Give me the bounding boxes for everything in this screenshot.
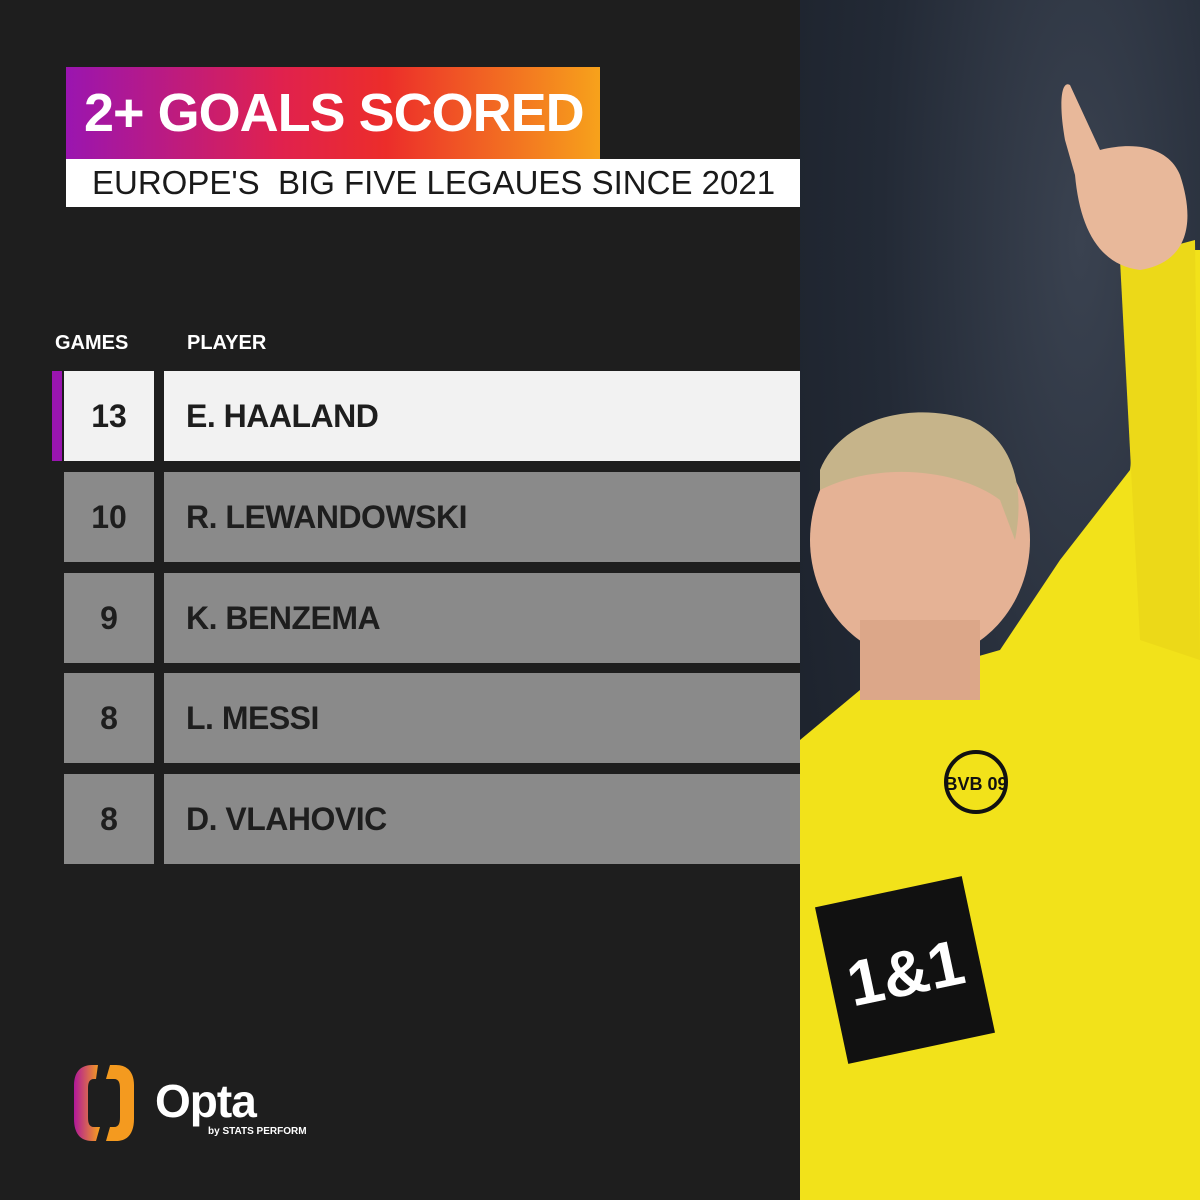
column-header-player: PLAYER [187, 332, 267, 354]
opta-logo-icon [74, 1065, 134, 1141]
table-row: 13 E. HAALAND [52, 371, 800, 461]
crest-text: BVB 09 [944, 774, 1007, 794]
brand-name: Opta [155, 1075, 257, 1127]
highlight-accent [52, 371, 62, 461]
sponsor-badge: 1&1 [815, 876, 995, 1064]
player-cell: D. VLAHOVIC [164, 774, 800, 864]
table-row: 8 D. VLAHOVIC [64, 774, 800, 864]
games-cell: 9 [64, 573, 154, 663]
table-row: 9 K. BENZEMA [64, 573, 800, 663]
table-row: 10 R. LEWANDOWSKI [64, 472, 800, 562]
player-cell: K. BENZEMA [164, 573, 800, 663]
player-illustration: 1&1 BVB 09 [800, 84, 1200, 1200]
games-cell: 8 [64, 774, 154, 864]
title-banner: 2+ GOALS SCORED [66, 67, 600, 159]
games-cell: 10 [64, 472, 154, 562]
bvb-crest-icon [944, 750, 1008, 814]
games-cell: 8 [64, 673, 154, 763]
player-cell: L. MESSI [164, 673, 800, 763]
subtitle-banner: EUROPE'S BIG FIVE LEGAUES SINCE 2021 [66, 159, 815, 207]
games-cell: 13 [64, 371, 154, 461]
column-header-games: GAMES [55, 332, 129, 354]
player-cell: E. HAALAND [164, 371, 800, 461]
infographic-panel: 2+ GOALS SCORED EUROPE'S BIG FIVE LEGAUE… [52, 67, 815, 1141]
player-photo: 1&1 BVB 09 [800, 0, 1200, 1200]
table-row: 8 L. MESSI [64, 673, 800, 763]
player-cell: R. LEWANDOWSKI [164, 472, 800, 562]
brand-tagline: by STATS PERFORM [208, 1126, 307, 1137]
